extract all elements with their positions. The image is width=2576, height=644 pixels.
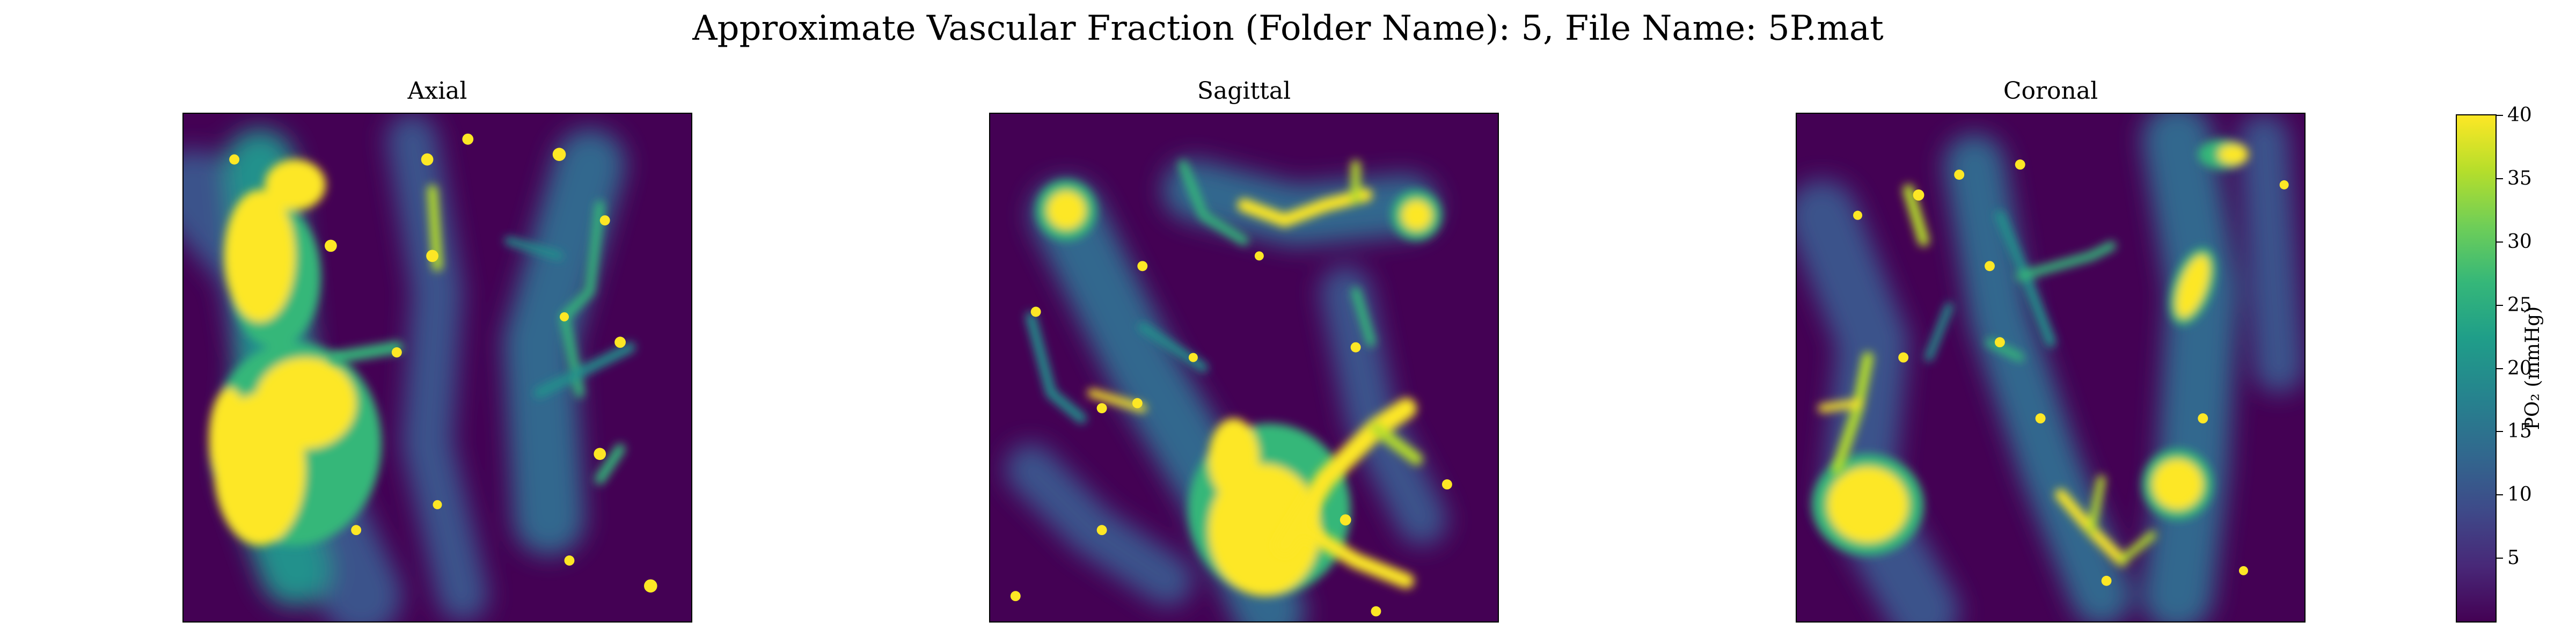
colorbar-tick-label: 20: [2507, 357, 2532, 379]
colorbar: [2456, 114, 2497, 623]
panel-title-axial: Axial: [407, 77, 467, 105]
figure-title: Approximate Vascular Fraction (Folder Na…: [692, 9, 1884, 48]
heatmap-sagittal: [989, 113, 1499, 623]
colorbar-tick-label: 25: [2507, 294, 2532, 316]
colorbar-tick-mark: [2497, 304, 2503, 306]
colorbar-tick-mark: [2497, 115, 2503, 116]
colorbar-tick-label: 15: [2507, 420, 2532, 443]
colorbar-tick-mark: [2497, 558, 2503, 559]
colorbar-tick-mark: [2497, 431, 2503, 433]
colorbar-tick-label: 5: [2507, 547, 2520, 569]
colorbar-tick-label: 30: [2507, 230, 2532, 253]
colorbar-tick-label: 10: [2507, 484, 2532, 506]
colorbar-tick-mark: [2497, 368, 2503, 369]
heatmap-coronal: [1796, 113, 2306, 623]
colorbar-tick-mark: [2497, 178, 2503, 179]
colorbar-tick-mark: [2497, 241, 2503, 243]
colorbar-tick-label: 40: [2507, 104, 2532, 126]
panel-title-coronal: Coronal: [2003, 77, 2098, 105]
panel-title-sagittal: Sagittal: [1197, 77, 1291, 105]
colorbar-tick-mark: [2497, 494, 2503, 496]
colorbar-tick-label: 35: [2507, 167, 2532, 189]
heatmap-axial: [182, 113, 692, 623]
